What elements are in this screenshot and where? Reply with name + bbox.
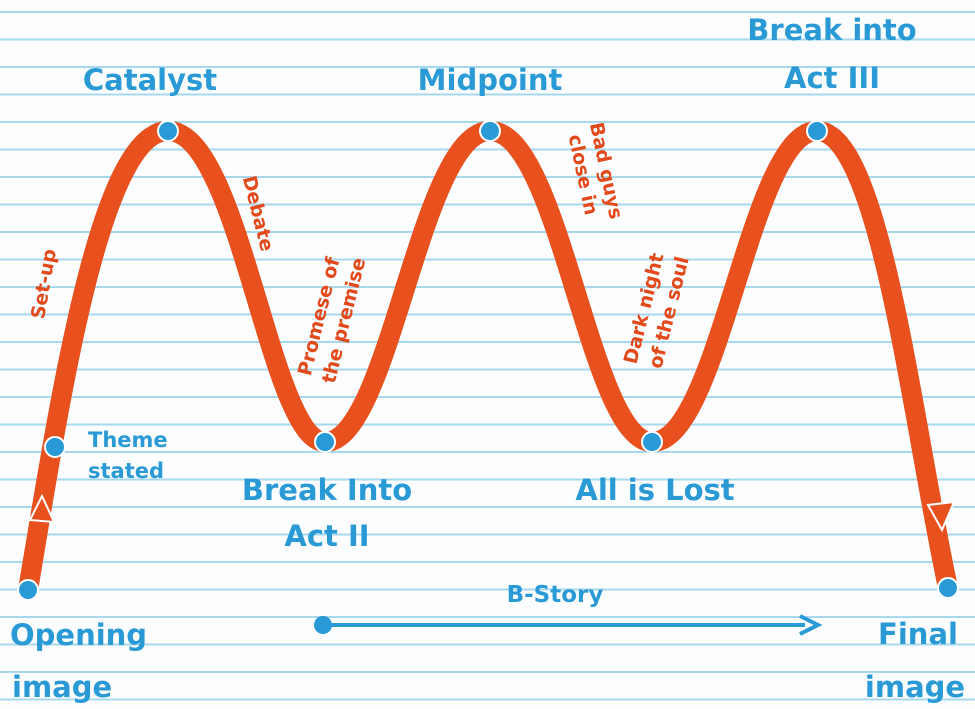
- dot: [44, 436, 66, 458]
- b-story-arrow: [799, 614, 823, 636]
- node-label: Break Into: [242, 473, 412, 507]
- node-label: Catalyst: [83, 63, 217, 97]
- dots: [17, 120, 959, 601]
- dot: [479, 120, 501, 142]
- node-label: Midpoint: [418, 63, 563, 97]
- dot: [157, 120, 179, 142]
- b-story-dot: [314, 616, 332, 634]
- node-label: Final: [878, 617, 958, 651]
- node-label: Theme: [88, 428, 168, 452]
- node-label: stated: [88, 459, 164, 483]
- dot: [641, 431, 663, 453]
- story-curve: [18, 120, 958, 600]
- down-arrow: [926, 500, 956, 533]
- dot: [806, 120, 828, 142]
- b-story-label: B-Story: [507, 582, 604, 608]
- node-label: image: [865, 670, 965, 704]
- dot: [17, 579, 39, 601]
- up-arrow: [28, 493, 56, 524]
- node-label: Act III: [784, 61, 880, 95]
- node-label: Break into: [747, 13, 916, 47]
- node-label: All is Lost: [575, 473, 734, 507]
- lined-paper: [0, 11, 975, 701]
- node-label: image: [12, 670, 112, 704]
- dot: [937, 577, 959, 599]
- node-label: Opening: [10, 618, 147, 652]
- dot: [314, 431, 336, 453]
- node-label: Act II: [284, 519, 369, 553]
- beat-label: Set-up: [27, 247, 61, 320]
